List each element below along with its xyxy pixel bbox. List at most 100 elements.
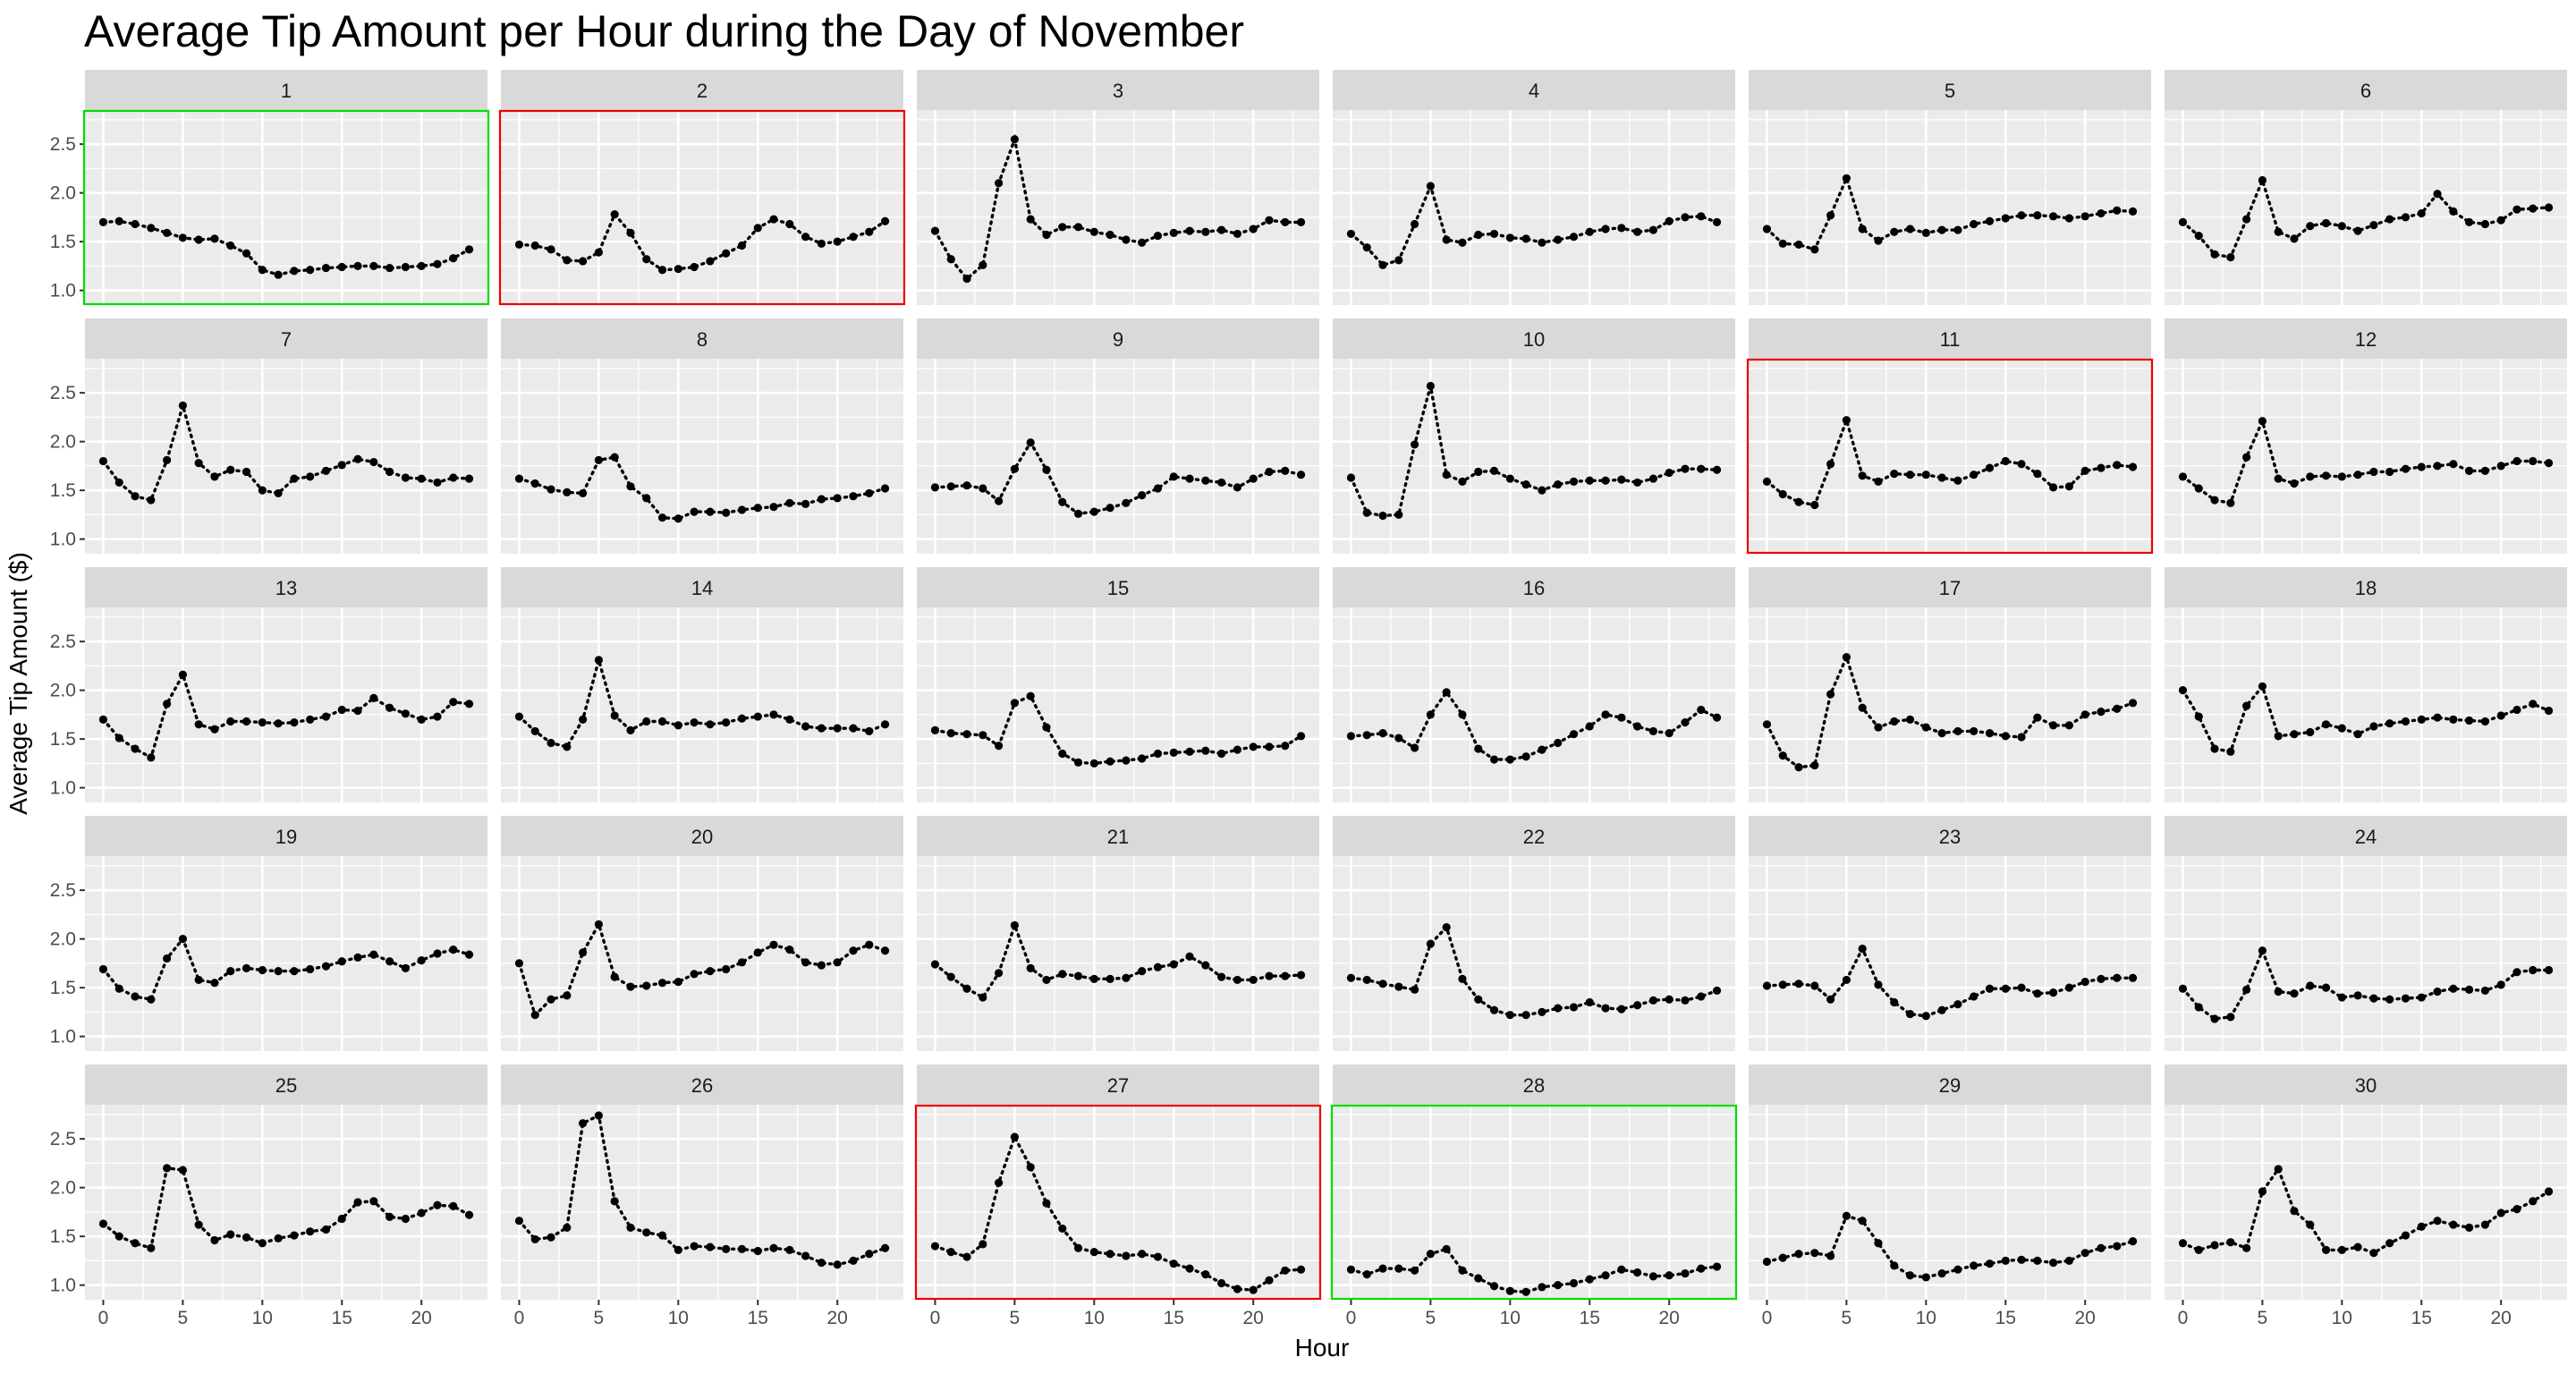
facet-strip-label: 8 [697, 328, 708, 351]
data-point [563, 991, 572, 1000]
data-point [194, 1220, 203, 1229]
data-point [2496, 711, 2505, 720]
data-point [769, 215, 778, 224]
facet-strip-label: 6 [2360, 80, 2371, 102]
data-point [1265, 742, 1274, 751]
data-point [2321, 1245, 2331, 1255]
panel-background [85, 607, 487, 802]
data-point [930, 483, 940, 492]
data-point [210, 472, 219, 481]
data-point [2401, 1231, 2411, 1240]
data-point [1362, 731, 1371, 740]
x-tick-label: 10 [252, 1308, 273, 1328]
data-point [353, 706, 362, 716]
data-point [1905, 225, 1915, 233]
data-point [401, 473, 410, 482]
y-tick-label: 2.5 [50, 383, 76, 403]
data-point [1089, 759, 1098, 768]
facet-strip [501, 318, 903, 359]
data-point [979, 1240, 987, 1249]
data-point [979, 993, 987, 1002]
data-point [1281, 742, 1290, 751]
data-point [131, 744, 140, 753]
data-point [1281, 217, 1290, 226]
facet-strip-label: 13 [275, 577, 297, 599]
data-point [1665, 468, 1674, 478]
facet-strip [85, 70, 487, 110]
data-point [579, 715, 588, 724]
data-point [2417, 715, 2426, 724]
data-point [865, 940, 874, 949]
data-point [1265, 467, 1274, 477]
x-tick-label: 5 [1426, 1308, 1436, 1328]
data-point [1378, 511, 1387, 521]
data-point [226, 1230, 235, 1239]
data-point [962, 481, 971, 490]
data-point [1042, 1199, 1051, 1208]
panel-background [1333, 1105, 1735, 1300]
data-point [1122, 756, 1131, 765]
data-point [464, 700, 474, 708]
data-point [2242, 215, 2251, 224]
data-point [1153, 749, 1163, 759]
data-point [401, 709, 410, 718]
data-point [1138, 967, 1147, 976]
data-point [1585, 476, 1594, 485]
data-point [785, 715, 794, 724]
data-point [1010, 1132, 1019, 1141]
data-point [563, 742, 572, 751]
data-point [1201, 1270, 1210, 1279]
data-point [147, 224, 156, 233]
data-point [147, 496, 156, 505]
data-point [2242, 701, 2251, 710]
data-point [1296, 971, 1306, 980]
facet-strip [1749, 1064, 2151, 1105]
data-point [417, 261, 426, 270]
data-point [147, 995, 156, 1004]
data-point [1073, 509, 1083, 518]
facet-strip-label: 30 [2355, 1074, 2377, 1097]
data-point [962, 984, 971, 993]
data-point [1153, 232, 1163, 241]
data-point [833, 1260, 842, 1269]
data-point [769, 503, 778, 512]
data-point [1648, 996, 1657, 1005]
data-point [2001, 984, 2010, 993]
data-point [1778, 239, 1787, 248]
data-point [2544, 203, 2554, 212]
data-point [2529, 204, 2538, 213]
x-tick-label: 20 [411, 1308, 432, 1328]
facet-27: 27 0 5 10 15 20 [914, 1064, 1322, 1328]
facet-strip [501, 70, 903, 110]
data-point [1521, 1287, 1530, 1296]
data-point [147, 753, 156, 762]
panel-background [2165, 856, 2567, 1051]
data-point [2306, 222, 2315, 231]
data-point [2337, 724, 2346, 733]
facet-8: 8 [501, 318, 903, 554]
data-point [464, 1210, 474, 1219]
data-point [178, 670, 187, 679]
data-point [2480, 466, 2489, 475]
data-point [1394, 734, 1403, 742]
y-tick-label: 2.5 [50, 1129, 76, 1149]
data-point [1794, 1250, 1803, 1259]
data-point [1089, 507, 1098, 516]
data-point [1169, 1260, 1178, 1268]
y-tick-label: 2.5 [50, 134, 76, 155]
panel-background [917, 110, 1319, 305]
data-point [833, 724, 842, 733]
data-point [1362, 243, 1371, 252]
data-point [1122, 973, 1131, 982]
data-point [1474, 467, 1483, 477]
data-point [1890, 227, 1899, 236]
data-point [1217, 749, 1226, 759]
data-point [226, 967, 235, 976]
data-point [1617, 475, 1626, 484]
data-point [2128, 1237, 2138, 1246]
data-point [1233, 745, 1241, 754]
data-point [2321, 218, 2331, 228]
data-point [594, 656, 603, 665]
highlight-box-red [1746, 358, 2154, 555]
data-point [433, 949, 442, 958]
